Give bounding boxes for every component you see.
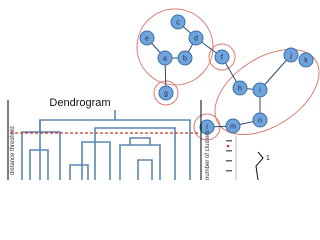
dendrogram-title: Dendrogram [49, 97, 110, 109]
node [157, 50, 173, 66]
node-label: m [230, 123, 236, 130]
node [177, 50, 193, 66]
node [188, 30, 204, 46]
dendrogram-link [69, 164, 89, 180]
slide: a b c d e f g h i j k l m n distance threshold Dendro… [7, 8, 320, 180]
node [199, 119, 215, 135]
node [232, 80, 248, 96]
node [214, 49, 230, 65]
node [252, 112, 268, 128]
nodes: a b c d e f g h i j k l m n [139, 14, 314, 135]
node [283, 47, 299, 63]
node-label: d [194, 35, 198, 42]
node-label: i [259, 87, 261, 94]
node [252, 82, 268, 98]
dendrogram-link [29, 149, 49, 180]
node [139, 30, 155, 46]
y-axis-label: distance threshold [10, 126, 16, 175]
dendrogram-link [21, 131, 61, 180]
node-label: g [164, 90, 168, 97]
node-label: l [206, 124, 208, 131]
tick-text [226, 150, 232, 152]
dendrogram-link [119, 144, 161, 180]
side-label: number of clusters [205, 131, 211, 180]
node-label: j [289, 52, 292, 59]
node-label: h [238, 85, 242, 92]
node [170, 14, 186, 30]
node [225, 118, 241, 134]
cluster-outline [208, 43, 236, 71]
node-label: n [258, 117, 262, 124]
dendrogram-link [129, 137, 151, 145]
edges [146, 21, 292, 128]
node [298, 52, 314, 68]
page: a b c d e f g h i j k l m n distance threshold Dendro… [7, 8, 320, 180]
dendrogram-link [39, 119, 191, 180]
node [158, 85, 174, 101]
node-label: f [221, 54, 223, 61]
dendrogram-tree [21, 110, 191, 180]
dendrogram-link [137, 159, 153, 180]
tick-text [226, 160, 232, 162]
plot-annotation: 1 [266, 155, 270, 162]
edge [259, 54, 292, 91]
node-label: a [163, 55, 167, 62]
node-label: k [304, 57, 308, 64]
tick-text [226, 140, 232, 142]
cluster-outline [214, 48, 320, 136]
node-label: e [145, 35, 149, 42]
node-label: b [183, 55, 187, 62]
dendrogram-link [94, 127, 176, 180]
plot-ticks [226, 140, 232, 172]
node-label: c [176, 19, 180, 26]
plot-marker [226, 144, 230, 148]
plot-curve [255, 151, 264, 180]
dendrogram-link [81, 141, 111, 180]
tick-text [226, 170, 232, 172]
